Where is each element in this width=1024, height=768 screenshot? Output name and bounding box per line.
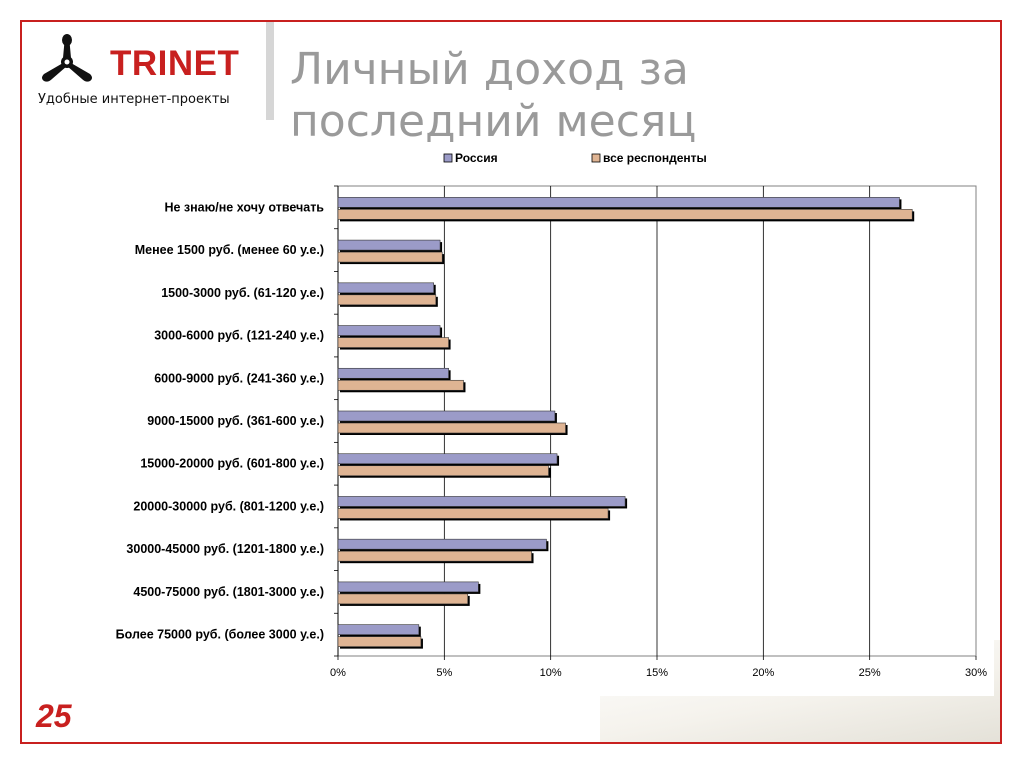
category-label: 30000-45000 руб. (1201-1800 у.е.) — [126, 542, 324, 556]
bar — [337, 337, 449, 348]
x-tick-label: 0% — [330, 667, 346, 679]
bar — [337, 496, 626, 507]
bar — [337, 282, 434, 294]
x-tick-label: 10% — [540, 667, 562, 679]
brand-name: TRINET — [110, 44, 240, 83]
bar — [337, 197, 900, 208]
bar — [337, 465, 549, 477]
three-blade-propeller-icon — [42, 34, 92, 82]
bar — [337, 636, 422, 647]
legend-label: Россия — [455, 151, 498, 165]
page-number: 25 — [36, 698, 72, 734]
slide-frame — [20, 20, 1002, 744]
title-accent-bar — [266, 22, 274, 120]
slide-title: Личный доход за последний месяц — [290, 44, 697, 147]
category-label: 4500-75000 руб. (1801-3000 у.е.) — [133, 585, 324, 599]
bar — [337, 367, 449, 379]
category-label: 3000-6000 руб. (121-240 у.е.) — [154, 329, 324, 343]
category-label: 6000-9000 руб. (241-360 у.е.) — [154, 371, 324, 385]
category-label: 1500-3000 руб. (61-120 у.е.) — [161, 286, 324, 300]
bar — [337, 593, 469, 605]
legend-label: все респонденты — [603, 151, 707, 165]
legend-swatch — [443, 153, 453, 163]
x-tick-label: 15% — [646, 667, 668, 679]
category-label: 15000-20000 руб. (601-800 у.е.) — [140, 457, 324, 471]
bar — [337, 379, 464, 391]
income-bar-chart: Россия все респонденты 0% 5% 10% 15% 20% 25% 30%… — [116, 151, 988, 679]
category-label: Не знаю/не хочу отвечать — [164, 200, 324, 214]
bar — [337, 550, 532, 562]
x-tick-label: 20% — [752, 667, 774, 679]
x-tick-label: 25% — [859, 667, 881, 679]
x-tick-label: 30% — [965, 667, 987, 679]
bar — [337, 538, 547, 550]
category-label: 9000-15000 руб. (361-600 у.е.) — [147, 414, 324, 428]
bar — [337, 410, 556, 422]
brand-tagline: Удобные интернет-проекты — [38, 92, 230, 107]
bar — [337, 581, 479, 593]
brand-logo: TRINET Удобные интернет-проекты — [36, 28, 266, 118]
category-label: 20000-30000 руб. (801-1200 у.е.) — [133, 499, 324, 513]
bar — [337, 422, 566, 434]
x-tick-label: 5% — [436, 667, 452, 679]
bar — [337, 209, 913, 220]
bar — [337, 508, 609, 519]
bar — [337, 453, 558, 465]
category-label: Менее 1500 руб. (менее 60 у.е.) — [135, 243, 324, 257]
bar — [337, 294, 437, 306]
bar — [337, 325, 441, 336]
bar — [337, 624, 420, 635]
chart-panel: Россия все респонденты 0% 5% 10% 15% 20% 25% 30%… — [30, 148, 994, 696]
category-label: Более 75000 руб. (более 3000 у.е.) — [116, 628, 324, 642]
legend-swatch — [591, 153, 601, 163]
bar — [337, 239, 441, 251]
bar — [337, 251, 443, 263]
